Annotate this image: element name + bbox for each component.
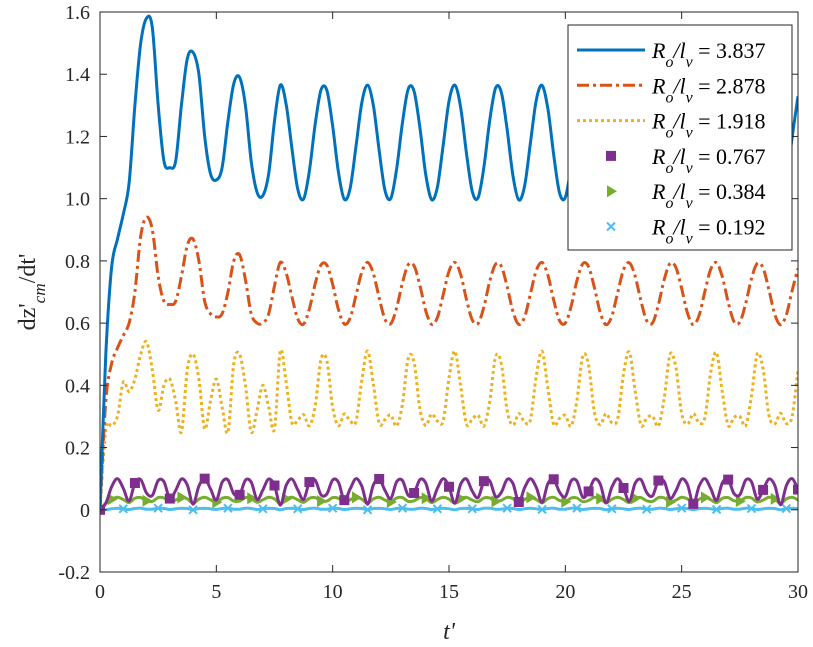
data-point-marker: [723, 474, 734, 485]
legend-entry: Ro/lv = 1.918: [577, 109, 766, 142]
x-tick-label: 0: [95, 581, 105, 603]
x-axis-label: t': [443, 619, 456, 645]
data-point-marker: [467, 504, 477, 514]
data-point-marker: [409, 487, 420, 498]
data-point-marker: [781, 503, 792, 514]
data-point-marker: [317, 495, 328, 508]
data-point-marker: [711, 504, 722, 515]
x-tick-label: 25: [672, 581, 692, 603]
data-point-marker: [631, 492, 642, 505]
series-3: [100, 339, 798, 510]
data-point-marker: [234, 489, 245, 500]
series-6: [100, 503, 798, 515]
data-point-marker: [596, 492, 607, 505]
legend-label: Ro/lv = 0.767: [651, 144, 766, 177]
legend-entry: Ro/lv = 2.878: [577, 73, 766, 106]
data-point-marker: [397, 503, 408, 513]
legend-label: Ro/lv = 0.384: [651, 179, 766, 212]
data-point-marker: [478, 476, 489, 487]
y-tick-label: 1.0: [65, 189, 90, 211]
legend-label: Ro/lv = 2.878: [651, 73, 766, 106]
data-point-marker: [537, 504, 547, 515]
legend-marker-sample: [606, 150, 616, 161]
y-tick-label: 0: [80, 500, 90, 522]
data-point-marker: [583, 486, 594, 497]
data-point-marker: [153, 503, 163, 513]
data-point-marker: [548, 474, 559, 485]
y-axis-label: dz'cm/dt': [15, 254, 49, 331]
data-point-marker: [642, 504, 652, 514]
y-tick-label: 0.8: [65, 251, 90, 273]
data-point-marker: [199, 473, 210, 484]
data-point-marker: [688, 498, 699, 509]
data-point-marker: [129, 478, 140, 489]
data-point-marker: [339, 495, 350, 506]
data-point-marker: [618, 483, 629, 493]
data-point-marker: [676, 503, 687, 513]
legend-entry: Ro/lv = 0.384: [607, 179, 766, 212]
data-point-marker: [118, 504, 128, 514]
data-point-marker: [758, 484, 769, 495]
data-point-marker: [513, 497, 524, 507]
series-4: [100, 473, 798, 515]
legend-entry: Ro/lv = 3.837: [577, 38, 766, 71]
legend-marker-sample: [606, 221, 616, 232]
data-point-marker: [770, 492, 781, 505]
y-tick-label: 0.2: [65, 438, 90, 460]
y-tick-label: -0.2: [58, 562, 90, 584]
data-point-marker: [142, 494, 153, 507]
data-point-marker: [607, 504, 617, 514]
data-point-marker: [362, 505, 373, 515]
data-point-marker: [572, 503, 582, 513]
data-point-marker: [700, 491, 711, 504]
data-point-marker: [421, 492, 432, 505]
legend-marker-sample: [607, 185, 617, 198]
data-point-marker: [444, 481, 454, 492]
data-point-marker: [269, 480, 280, 491]
y-tick-label: 1.2: [65, 126, 90, 148]
legend-entry: Ro/lv = 0.767: [606, 144, 766, 177]
y-tick-label: 0.4: [65, 375, 90, 397]
legend-box: [567, 24, 793, 251]
data-point-marker: [258, 504, 268, 514]
legend-label: Ro/lv = 1.918: [651, 109, 766, 142]
data-point-marker: [735, 495, 746, 508]
y-tick-label: 0.6: [65, 313, 90, 335]
data-point-marker: [374, 473, 385, 484]
x-tick-label: 15: [439, 581, 459, 603]
legend-label: Ro/lv = 3.837: [651, 38, 766, 71]
x-tick-label: 5: [211, 581, 221, 603]
data-point-marker: [746, 503, 757, 514]
data-point-marker: [107, 493, 118, 506]
data-point-marker: [304, 477, 315, 488]
data-point-marker: [526, 491, 537, 504]
data-point-marker: [188, 505, 198, 515]
legend-entry: Ro/lv = 0.192: [606, 215, 766, 248]
data-point-marker: [247, 492, 258, 505]
x-tick-label: 20: [555, 581, 575, 603]
data-point-marker: [164, 493, 175, 504]
legend-label: Ro/lv = 0.192: [651, 215, 766, 248]
data-point-marker: [502, 503, 512, 513]
data-point-marker: [432, 504, 443, 514]
x-tick-label: 10: [323, 581, 343, 603]
data-point-marker: [793, 484, 798, 495]
data-point-marker: [666, 496, 677, 508]
series-2: [100, 215, 798, 510]
data-point-marker: [177, 491, 188, 504]
data-point-marker: [653, 475, 664, 486]
y-tick-label: 1.4: [65, 64, 90, 86]
y-tick-label: 1.6: [65, 2, 90, 24]
series-line: [100, 215, 798, 510]
data-point-marker: [327, 503, 338, 513]
series-line: [100, 339, 798, 510]
data-point-marker: [351, 491, 362, 504]
x-tick-label: 30: [788, 581, 808, 603]
data-point-marker: [223, 503, 233, 513]
data-point-marker: [293, 504, 303, 514]
data-point-marker: [491, 495, 502, 508]
